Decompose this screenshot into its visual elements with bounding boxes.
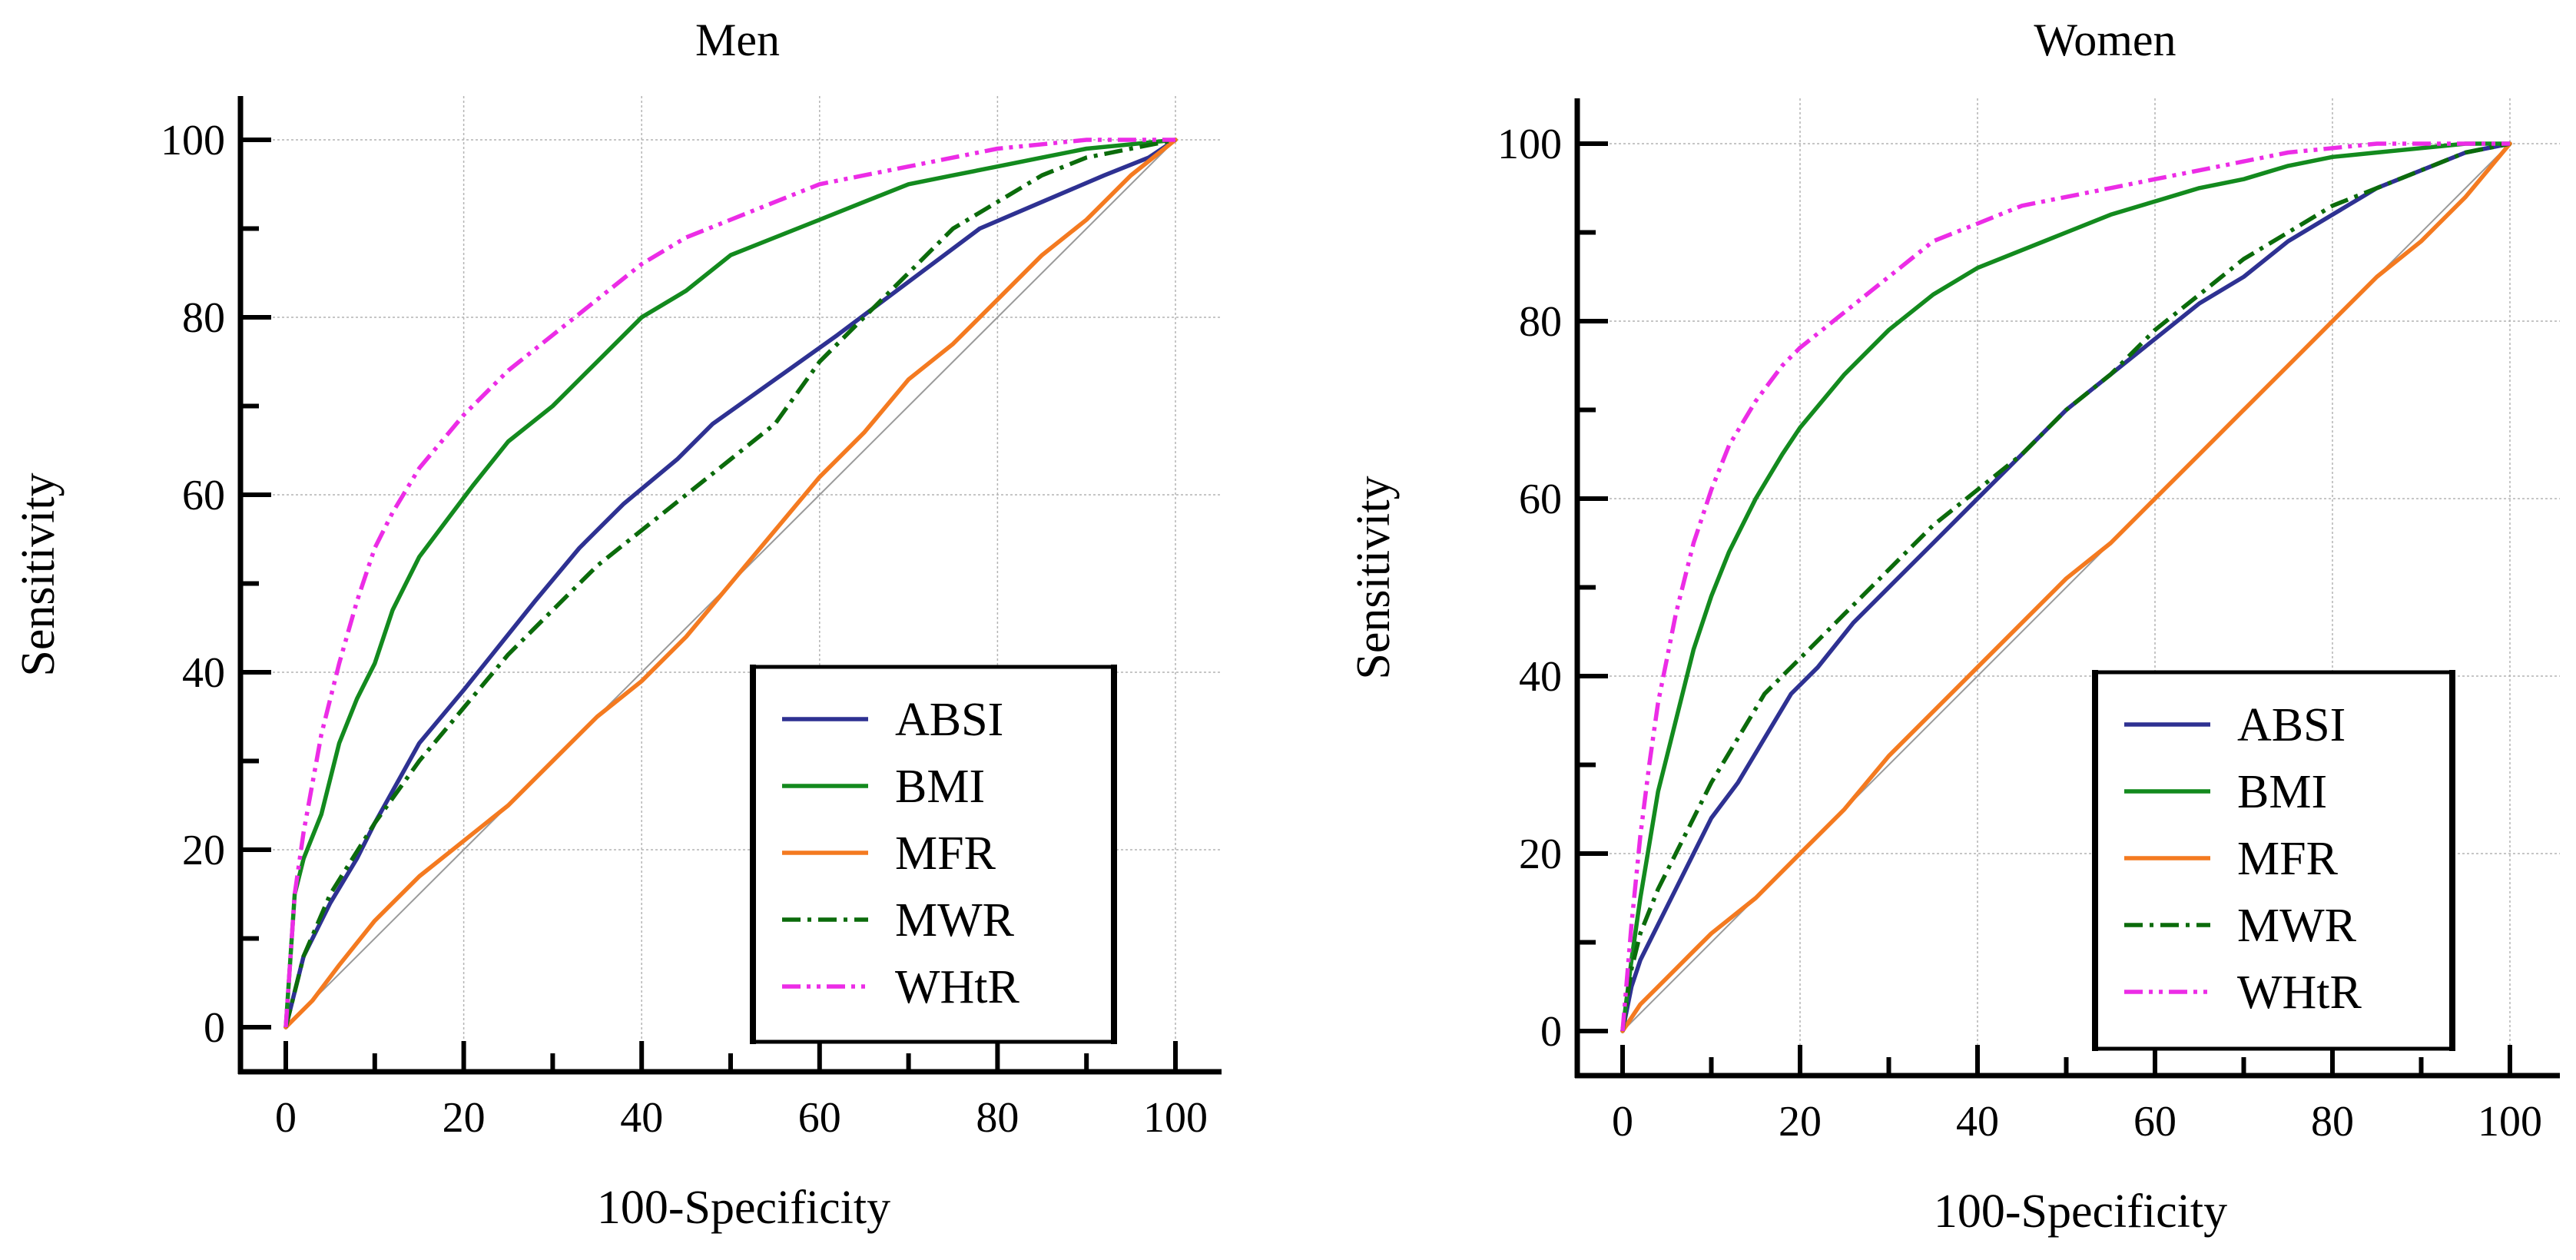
women-xtick-label: 80	[2311, 1098, 2354, 1146]
men-series	[283, 138, 1178, 1030]
women-y-axis-label: Sensitivity	[1348, 476, 1400, 679]
men-xtick-label: 60	[798, 1094, 841, 1142]
women-xtick-label: 100	[2478, 1098, 2542, 1146]
men-ytick-label: 20	[182, 827, 225, 874]
women-grid	[1577, 98, 2560, 1076]
men-xtick-label: 100	[1143, 1094, 1208, 1142]
men-ytick-label: 0	[204, 1004, 225, 1052]
men-xtick-label: 40	[620, 1094, 663, 1142]
men-series-mfr	[283, 138, 1178, 1030]
women-xtick-label: 0	[1612, 1098, 1633, 1146]
men-tick-labels: 0 20 40 60 80 100 0 20 40 60 80 100	[161, 117, 1208, 1142]
men-ytick-label: 100	[161, 117, 225, 164]
women-series-bmi	[1620, 141, 2512, 1033]
women-tick-labels: 0 20 40 60 80 100 0 20 40 60 80 100	[1497, 121, 2542, 1146]
women-legend-label-bmi: BMI	[2237, 766, 2327, 818]
men-x-axis-label: 100-Specificity	[597, 1182, 890, 1234]
men-series-mwr	[283, 138, 1176, 1028]
men-ytick-label: 40	[182, 649, 225, 697]
men-series-bmi	[283, 138, 1178, 1030]
women-chart-title: Women	[2034, 15, 2176, 65]
women-legend: ABSI BMI MFR MWR WHtR	[2092, 670, 2455, 1051]
men-legend-label-bmi: BMI	[895, 761, 985, 813]
men-legend: ABSI BMI MFR MWR WHtR	[750, 665, 1117, 1044]
men-legend-label-whtr: WHtR	[895, 961, 1020, 1013]
men-xtick-label: 80	[976, 1094, 1019, 1142]
women-ytick-label: 100	[1497, 121, 1562, 168]
women-ytick-label: 0	[1540, 1008, 1562, 1056]
women-ytick-label: 80	[1519, 298, 1562, 346]
men-axes	[237, 96, 1222, 1075]
men-ytick-label: 60	[182, 472, 225, 519]
women-xtick-label: 40	[1956, 1098, 1999, 1146]
men-legend-label-mwr: MWR	[895, 894, 1015, 947]
men-series-absi	[283, 138, 1178, 1030]
women-axes	[1574, 98, 2560, 1079]
women-series-whtr	[1620, 141, 2510, 1032]
men-y-axis-label: Sensitivity	[12, 472, 65, 676]
men-legend-label-mfr: MFR	[895, 827, 996, 880]
women-ytick-label: 20	[1519, 831, 1562, 878]
women-xtick-label: 60	[2133, 1098, 2177, 1146]
men-roc-panel: Men 0 20 40 60 80 100 0 20 40 60 80 100 100-Specifi…	[12, 15, 1222, 1234]
women-xtick-label: 20	[1779, 1098, 1822, 1146]
men-series-whtr	[283, 138, 1175, 1028]
women-ytick-label: 40	[1519, 653, 1562, 701]
women-x-axis-label: 100-Specificity	[1934, 1185, 2227, 1238]
women-series-mwr	[1620, 141, 2511, 1032]
women-legend-bg	[2095, 672, 2452, 1049]
women-roc-panel: Women 0 20 40 60 80 100 0 20 40 60 80 100 100-Speci…	[1348, 15, 2560, 1238]
men-xtick-label: 0	[275, 1094, 297, 1142]
women-series-absi	[1620, 141, 2512, 1033]
men-xtick-label: 20	[443, 1094, 486, 1142]
men-chart-title: Men	[695, 15, 780, 65]
women-legend-label-mwr: MWR	[2237, 900, 2357, 952]
men-ytick-label: 80	[182, 294, 225, 342]
women-legend-label-whtr: WHtR	[2237, 967, 2362, 1019]
women-series-mfr	[1620, 141, 2512, 1033]
women-legend-label-mfr: MFR	[2237, 833, 2339, 885]
men-legend-label-absi: ABSI	[895, 694, 1003, 746]
women-ytick-label: 60	[1519, 476, 1562, 523]
women-series	[1620, 141, 2512, 1033]
women-legend-label-absi: ABSI	[2237, 699, 2346, 751]
